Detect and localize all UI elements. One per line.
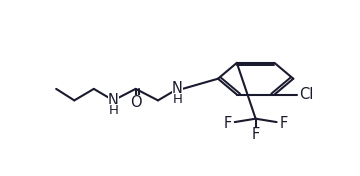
Text: F: F <box>224 116 232 131</box>
Text: H: H <box>108 104 118 117</box>
Text: H: H <box>172 93 183 106</box>
Text: O: O <box>130 95 141 110</box>
Text: N: N <box>172 81 183 96</box>
Text: Cl: Cl <box>300 87 314 102</box>
Text: F: F <box>252 127 260 142</box>
Text: F: F <box>279 116 288 131</box>
Text: N: N <box>108 93 119 108</box>
